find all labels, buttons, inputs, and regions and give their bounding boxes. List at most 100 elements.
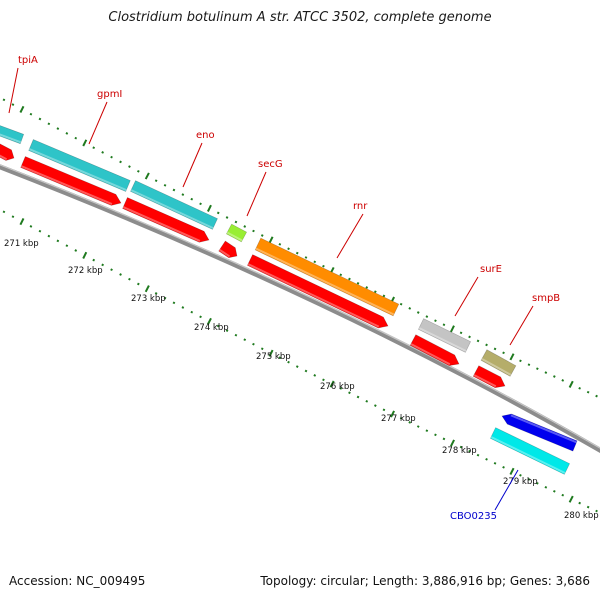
minor-tick [47,234,51,238]
gene-bar-secg-sheen [226,231,243,242]
minor-tick [313,260,317,264]
cds-arrow-7-sheen [473,374,497,388]
scale-label: 273 kbp [131,294,166,304]
gene-label-cbo0235[interactable]: CBO0235 [450,511,497,522]
gene-bar-gpmi [28,139,131,192]
minor-tick [92,258,96,262]
minor-tick [101,263,104,267]
minor-tick [225,216,229,219]
minor-tick [502,351,505,355]
minor-tick [278,242,282,246]
gene-bar-gpmi-sheen [28,148,127,192]
cds-arrow-6 [409,334,460,366]
minor-tick [163,183,167,187]
gene-label-gpmi[interactable]: gpmI [97,89,122,100]
minor-tick [278,356,282,360]
minor-tick [365,286,369,289]
gene-label-eno[interactable]: eno [196,130,215,141]
gene-bar-rnr-sheen [255,247,395,316]
scale-label: 274 kbp [194,323,229,333]
minor-tick [348,277,351,281]
leader-line-rnr [336,213,364,259]
genome-backbone-highlight [0,164,600,449]
major-tick [144,285,150,293]
cds-arrow-2-sheen [20,165,113,206]
minor-tick [252,342,255,346]
gene-label-secg[interactable]: secG [258,159,283,170]
minor-tick [216,324,220,328]
scale-label: 278 kbp [442,446,477,456]
major-tick [19,217,25,226]
minor-tick [304,256,308,259]
cds-arrow-3 [122,197,210,243]
minor-tick [374,404,377,407]
major-tick [509,353,515,361]
minor-tick [425,429,429,433]
gene-bar-cbo0235 [490,427,570,475]
minor-tick [586,390,590,394]
major-tick [207,204,212,212]
gene-label-sure[interactable]: surE [480,264,502,275]
minor-tick [382,408,386,412]
tick-marks [2,98,598,513]
gene-label-tpia[interactable]: tpiA [18,55,38,66]
minor-tick [65,244,69,248]
minor-tick [199,315,202,319]
leader-line-secg [246,171,267,217]
scale-label: 271 kbp [4,239,39,249]
leader-line-smpb [509,305,534,346]
topology-summary: Topology: circular; Length: 3,886,916 bp… [260,574,590,588]
minor-tick [163,296,167,300]
minor-tick [476,453,480,457]
gene-label-rnr[interactable]: rnr [353,201,368,212]
minor-tick [356,395,360,399]
scale-label: 279 kbp [503,477,538,487]
gene-bar-eno-sheen [130,189,214,230]
minor-tick [38,117,42,121]
scale-label: 275 kbp [256,352,291,362]
cds-arrow-6-sheen [410,343,451,366]
scale-label: 272 kbp [68,266,103,276]
minor-tick [65,132,69,135]
minor-tick [234,220,238,224]
cds-arrow-1-sheen [0,154,8,161]
minor-tick [339,387,343,390]
gene-bar-rnr [254,237,400,317]
minor-tick [442,323,446,327]
minor-tick [322,378,325,382]
minor-tick [459,445,463,449]
major-tick [450,439,455,447]
scale-label: 276 kbp [320,382,355,392]
minor-tick [374,290,377,294]
minor-tick [399,302,403,306]
minor-tick [578,501,581,505]
minor-tick [468,335,471,339]
minor-tick [493,347,497,351]
cds-arrow-2 [20,156,122,206]
minor-tick [11,103,15,106]
minor-tick [313,374,317,377]
label-layer: 271 kbp 272 kbp 273 kbp 274 kbp 275 kbp 276 k… [4,55,599,522]
minor-tick [408,421,412,424]
leader-line-eno [182,142,203,188]
minor-tick [47,122,51,126]
gene-label-smpb[interactable]: smpB [532,293,560,304]
minor-tick [119,273,122,276]
minor-tick [527,363,531,367]
minor-tick [101,151,104,154]
map-title: Clostridium botulinum A str. ATCC 3502, … [108,10,492,25]
minor-tick [190,310,194,314]
minor-tick [536,481,539,485]
minor-tick [399,416,403,420]
minor-tick [553,489,556,493]
minor-tick [295,365,299,368]
minor-tick [485,457,488,461]
major-tick [82,251,88,259]
major-tick [206,317,212,325]
gene-bar-sure [418,318,471,353]
minor-tick [56,239,60,243]
minor-tick [416,311,420,314]
genome-backbone [0,164,600,454]
